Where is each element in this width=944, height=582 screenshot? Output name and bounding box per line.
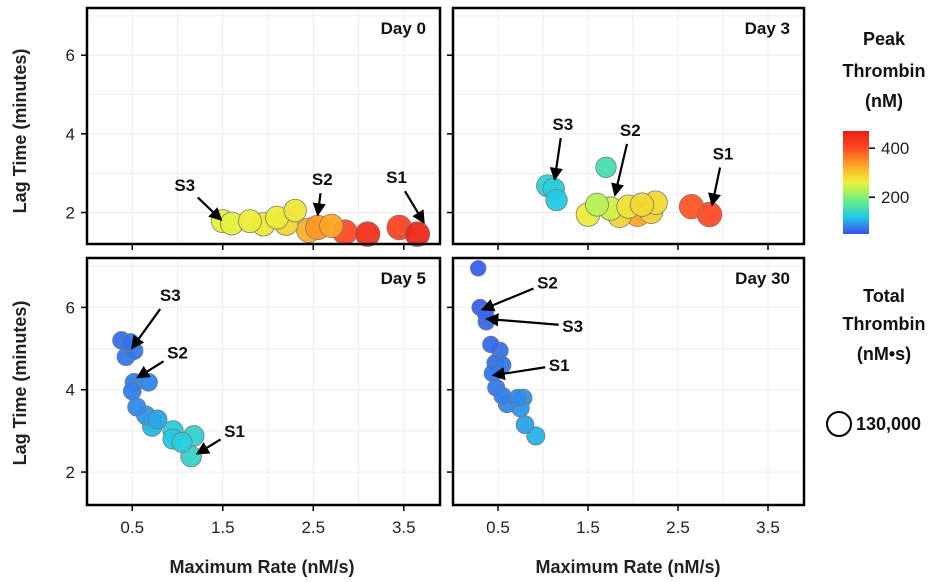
x-tick-label: 1.5 [211,518,235,537]
annotation-arrow [195,438,222,455]
peak-legend-title-line-2: Thrombin [843,61,926,81]
data-point [585,192,609,217]
annotation-label: S1 [713,145,734,164]
data-point [483,364,502,383]
total-thrombin-legend: Total Thrombin (nM•s) 130,000 [826,286,926,437]
annotation-label: S1 [549,356,570,375]
annotation-label: S2 [620,121,641,140]
annotation-label: S3 [160,286,181,305]
y-tick-label: 6 [66,298,75,317]
y-axis-title-top: Lag Time (minutes) [10,49,30,214]
peak-legend-title-line-1: Peak [863,29,906,49]
size-legend-circle [826,411,852,437]
y-tick-label: 2 [66,463,75,482]
x-tick-label: 3.5 [756,518,780,537]
data-point [482,335,500,354]
panel-title: Day 3 [745,19,790,38]
data-point [237,209,262,234]
panel-day-0: Day 0 S3 S2 S1 2 4 6 [66,6,442,250]
size-legend-title-line-1: Total [863,286,905,306]
data-point [122,381,142,401]
x-axis-title-left: Maximum Rate (nM/s) [169,557,354,577]
annotation-label: S3 [552,115,573,134]
data-point [127,397,147,417]
annotation-arrow [485,313,559,327]
plot-area [87,8,440,244]
annotation-arrow [480,287,534,312]
y-axis-title-bottom: Lag Time (minutes) [10,301,30,466]
panel-title: Day 0 [381,19,426,38]
panel-title: Day 30 [735,269,790,288]
peak-colorbar-ticks: 200 400 [869,139,909,207]
data-point [319,213,344,239]
data-point [595,156,617,178]
panel-day-30: Day 30 S2 S3 S1 0.5 1.5 2.5 3.5 [447,256,806,537]
x-tick-label: 0.5 [486,518,510,537]
data-point [508,388,527,408]
data-point [678,194,705,220]
annotation-label: S3 [562,317,583,336]
annotation-label: S3 [174,176,195,195]
colorbar-tick-label: 200 [881,188,909,207]
peak-thrombin-legend: Peak Thrombin (nM) 200 400 [843,29,926,234]
size-legend-title-line-2: Thrombin [843,314,926,334]
annotation-label: S1 [386,168,407,187]
y-tick-label: 4 [66,381,75,400]
peak-legend-title-line-3: (nM) [865,91,903,111]
y-tick-label: 4 [66,125,75,144]
data-point [493,386,512,405]
y-tick-label: 2 [66,204,75,223]
annotation-arrow [708,167,722,207]
annotation-arrow [549,137,563,182]
annotation-arrow [197,196,223,221]
panel-title: Day 5 [381,269,426,288]
annotation-label: S2 [312,170,333,189]
data-point [283,198,307,223]
panel-frame [85,256,442,507]
annotation-arrow [491,366,546,381]
annotation-arrow [404,190,425,225]
annotation-arrow [611,143,629,197]
data-point [147,409,168,430]
panel-day-3: Day 3 S3 S2 S1 [447,6,806,250]
annotation-arrow [312,192,326,217]
data-point [545,188,568,212]
x-tick-label: 2.5 [301,518,325,537]
x-tick-label: 1.5 [576,518,600,537]
x-tick-label: 0.5 [120,518,144,537]
panel-frame [451,6,806,246]
annotation-arrow [131,308,162,350]
annotation-arrow [136,360,165,379]
x-tick-label: 3.5 [392,518,416,537]
colorbar-tick-label: 400 [881,139,909,158]
annotation-label: S2 [167,344,188,363]
x-axis-title-right: Maximum Rate (nM/s) [535,557,720,577]
annotation-label: S1 [224,422,245,441]
y-tick-label: 6 [66,46,75,65]
panel-frame [85,6,442,246]
annotation-label: S2 [537,274,558,293]
peak-colorbar [843,131,869,234]
panel-frame [451,256,806,507]
x-tick-label: 2.5 [666,518,690,537]
data-point [469,260,487,277]
size-legend-value: 130,000 [856,414,921,434]
data-point [515,415,535,435]
data-point [354,221,381,247]
data-point [629,192,655,217]
size-legend-title-line-3: (nM•s) [857,344,911,364]
data-point [171,431,193,453]
data-point [139,372,158,392]
plot-area [453,258,804,505]
panel-day-5: Day 5 S3 S2 S1 2 4 6 0.5 1.5 2.5 3.5 [66,256,442,537]
